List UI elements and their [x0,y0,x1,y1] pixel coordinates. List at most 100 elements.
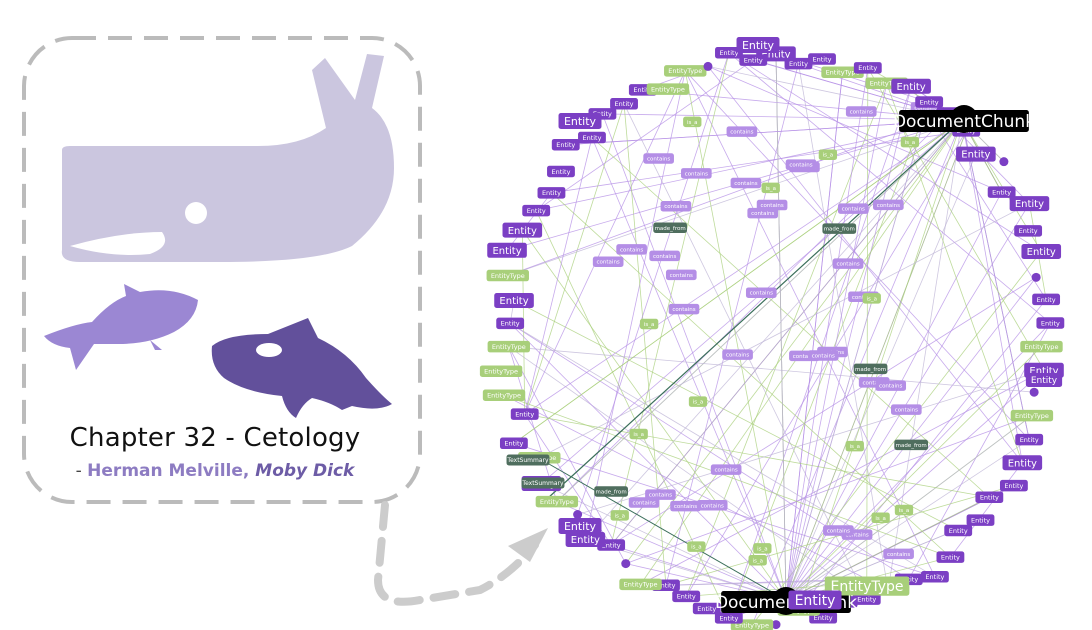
graph-edge [584,70,686,540]
graph-edge [785,101,930,601]
entity-node: Entity [565,532,606,548]
svg-text:made_from: made_from [855,367,886,373]
graph-node-dot [1029,387,1039,397]
svg-text:Entity: Entity [1004,482,1023,490]
graph-edge [785,369,1045,601]
entity-node: Entity [496,317,525,330]
svg-text:Entity: Entity [813,55,832,63]
svg-text:Entity: Entity [602,541,621,549]
svg-text:Entity: Entity [1019,227,1038,235]
svg-text:Entity: Entity [761,50,790,61]
is-a-edge-label: is_a [862,293,881,304]
is-a-edge-label: is_a [629,428,648,440]
svg-text:is_a: is_a [633,432,644,438]
graph-edge [539,203,1030,459]
svg-text:made_from: made_from [655,226,686,232]
svg-text:is_a: is_a [875,516,886,522]
svg-text:Entity: Entity [564,520,597,533]
svg-text:contains: contains [827,528,850,534]
graph-edge [785,72,843,601]
is-a-edge-label: is_a [845,440,864,452]
graph-edge [707,66,1002,193]
svg-text:EntityType: EntityType [870,80,904,88]
svg-text:is_a: is_a [866,296,877,302]
graph-edge [798,63,889,591]
contains-edge-label: contains [747,207,779,219]
entity-node: Entity [739,54,768,66]
graph-node-dot [771,620,781,630]
svg-text:Entity: Entity [656,582,675,590]
entity-node: Entity [494,293,534,309]
svg-text:Entity: Entity [582,134,601,142]
svg-text:Entity: Entity [593,110,612,118]
graph-node-dot [999,157,1009,167]
entity-node: Entity [487,242,527,258]
svg-text:EntityType: EntityType [487,392,521,400]
contains-edge-label: contains [823,525,854,536]
entity-node: Entity [558,518,602,534]
graph-edge [585,119,963,540]
svg-text:EntityType: EntityType [492,343,526,351]
svg-text:Entity: Entity [920,98,939,106]
entity-node: Entity [944,524,973,537]
svg-text:Entity: Entity [697,605,716,613]
svg-text:Entity: Entity [719,614,738,622]
graph-edge [625,119,963,564]
text-summary-node: TextSummary [521,477,565,489]
svg-text:contains: contains [649,493,672,499]
svg-text:EntityType: EntityType [826,69,860,77]
svg-text:is_a: is_a [823,153,834,159]
svg-text:is_a: is_a [644,322,655,328]
svg-text:contains: contains [632,501,655,507]
graph-edge [507,112,951,276]
graph-edge [506,192,552,251]
entity-type-node: EntityType [824,576,910,596]
entity-node: Entity [522,204,551,217]
graph-node-dot [703,61,713,71]
graph-edge [508,346,627,564]
graph-edge [513,300,959,531]
svg-text:made_from: made_from [596,489,627,495]
graph-edge [577,52,730,515]
svg-text:EntityType: EntityType [484,368,518,376]
svg-text:contains: contains [895,408,918,414]
entity-type-node: EntityType [1020,340,1063,353]
entity-type-node: EntityType [535,495,579,508]
entity-type-node: EntityType [486,269,529,282]
contains-edge-label: contains [890,404,922,415]
graph-edge [640,369,1045,585]
entity-node: Entity [1002,455,1043,471]
entity-node: Entity [956,146,996,162]
graph-edge [535,59,754,211]
svg-text:contains: contains [877,203,900,209]
svg-text:Entity: Entity [504,440,523,448]
entity-type-node: EntityType [646,83,690,95]
svg-text:Entity: Entity [1029,366,1058,377]
svg-text:Entity: Entity [615,100,634,108]
contains-edge-label: contains [681,168,712,179]
graph-edge [508,346,1035,393]
entity-node: Entity [915,96,944,108]
svg-text:Entity: Entity [542,189,561,197]
document-chunk-node: DocumentChunk [893,110,1035,132]
svg-text:Entity: Entity [508,226,537,237]
graph-edge [610,52,730,546]
svg-text:is_a: is_a [765,186,776,192]
graph-edge [867,67,1045,371]
graph-edge [509,323,787,601]
svg-text:contains: contains [715,468,738,474]
graph-edge [785,322,1051,601]
svg-text:Entity: Entity [1008,458,1037,469]
svg-text:is_a: is_a [691,545,702,551]
svg-text:contains: contains [879,384,902,390]
svg-text:contains: contains [734,181,757,187]
svg-text:Entity: Entity [499,296,528,307]
contains-edge-label: contains [837,203,869,214]
graph-edge [751,251,1042,626]
svg-text:TextSummary: TextSummary [521,480,564,487]
graph-edge [524,119,963,415]
svg-text:Entity: Entity [1031,376,1058,386]
svg-text:contains: contains [620,247,643,253]
graph-edge [961,119,1023,463]
entity-type-node: EntityType [482,389,526,402]
